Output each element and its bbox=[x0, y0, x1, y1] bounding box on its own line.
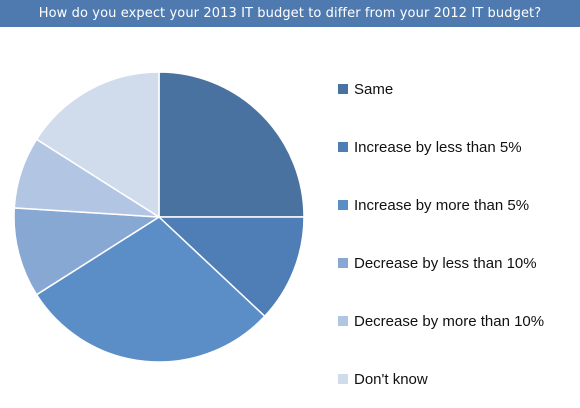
legend-label: Same bbox=[354, 80, 394, 98]
legend-swatch bbox=[338, 316, 348, 326]
chart-title: How do you expect your 2013 IT budget to… bbox=[38, 6, 542, 21]
pie-slice-5 bbox=[35, 71, 160, 219]
legend-item: Increase by more than 5% bbox=[338, 176, 578, 234]
legend-label: Decrease by more than 10% bbox=[354, 312, 545, 330]
legend-item: Same bbox=[338, 60, 578, 118]
legend-label: Increase by more than 5% bbox=[354, 196, 530, 214]
pie-slice-3 bbox=[13, 207, 162, 296]
legend-item: Decrease by more than 10% bbox=[338, 292, 578, 350]
legend-item: Don't know bbox=[338, 350, 578, 408]
legend-swatch bbox=[338, 374, 348, 384]
legend-swatch bbox=[338, 84, 348, 94]
pie-slice-2 bbox=[35, 216, 266, 363]
legend-label: Increase by less than 5% bbox=[354, 138, 522, 156]
legend-item: Increase by less than 5% bbox=[338, 118, 578, 176]
title-bar: How do you expect your 2013 IT budget to… bbox=[0, 0, 580, 27]
legend-label: Decrease by less than 10% bbox=[354, 254, 537, 272]
pie-slice-0 bbox=[158, 71, 305, 218]
legend-item: Decrease by less than 10% bbox=[338, 234, 578, 292]
legend: Same Increase by less than 5% Increase by … bbox=[338, 60, 578, 408]
pie-plot-area bbox=[13, 71, 305, 363]
pie-slice-1 bbox=[157, 216, 305, 318]
legend-swatch bbox=[338, 258, 348, 268]
legend-label: Don't know bbox=[354, 370, 428, 388]
legend-swatch bbox=[338, 142, 348, 152]
legend-swatch bbox=[338, 200, 348, 210]
